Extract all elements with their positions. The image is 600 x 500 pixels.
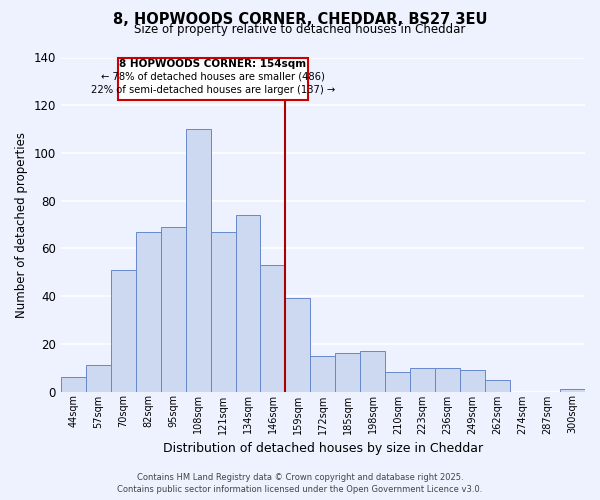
- Bar: [111, 270, 136, 392]
- Bar: [260, 265, 286, 392]
- Bar: [236, 215, 260, 392]
- Bar: [410, 368, 435, 392]
- Bar: [211, 232, 236, 392]
- FancyBboxPatch shape: [118, 58, 308, 100]
- Bar: [361, 351, 385, 392]
- Text: Size of property relative to detached houses in Cheddar: Size of property relative to detached ho…: [134, 22, 466, 36]
- Bar: [485, 380, 510, 392]
- Bar: [310, 356, 335, 392]
- Bar: [61, 377, 86, 392]
- Bar: [460, 370, 485, 392]
- Bar: [286, 298, 310, 392]
- Text: 8 HOPWOODS CORNER: 154sqm: 8 HOPWOODS CORNER: 154sqm: [119, 59, 307, 69]
- Bar: [385, 372, 410, 392]
- Bar: [185, 129, 211, 392]
- Bar: [136, 232, 161, 392]
- Bar: [161, 227, 185, 392]
- X-axis label: Distribution of detached houses by size in Cheddar: Distribution of detached houses by size …: [163, 442, 483, 455]
- Bar: [435, 368, 460, 392]
- Text: ← 78% of detached houses are smaller (486): ← 78% of detached houses are smaller (48…: [101, 72, 325, 82]
- Bar: [86, 366, 111, 392]
- Bar: [560, 389, 585, 392]
- Text: 8, HOPWOODS CORNER, CHEDDAR, BS27 3EU: 8, HOPWOODS CORNER, CHEDDAR, BS27 3EU: [113, 12, 487, 28]
- Text: Contains HM Land Registry data © Crown copyright and database right 2025.
Contai: Contains HM Land Registry data © Crown c…: [118, 472, 482, 494]
- Text: 22% of semi-detached houses are larger (137) →: 22% of semi-detached houses are larger (…: [91, 84, 335, 94]
- Y-axis label: Number of detached properties: Number of detached properties: [15, 132, 28, 318]
- Bar: [335, 354, 361, 392]
